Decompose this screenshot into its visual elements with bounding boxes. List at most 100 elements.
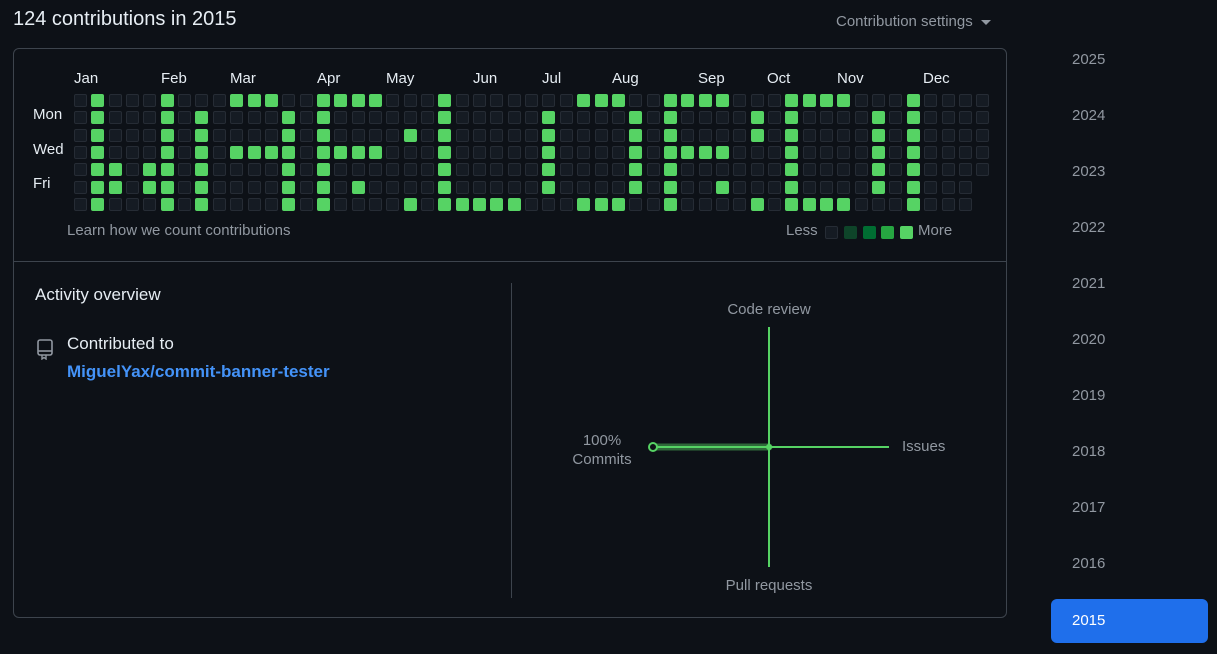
contribution-day[interactable] — [803, 111, 816, 124]
contribution-day[interactable] — [490, 129, 503, 142]
contribution-day[interactable] — [664, 94, 677, 107]
contribution-day[interactable] — [629, 198, 642, 211]
contribution-day[interactable] — [508, 129, 521, 142]
contribution-day[interactable] — [195, 198, 208, 211]
contribution-day[interactable] — [456, 146, 469, 159]
contribution-settings-dropdown[interactable]: Contribution settings — [836, 12, 991, 32]
contribution-day[interactable] — [421, 111, 434, 124]
contribution-day[interactable] — [577, 146, 590, 159]
contribution-day[interactable] — [664, 198, 677, 211]
contribution-day[interactable] — [317, 111, 330, 124]
contribution-day[interactable] — [837, 181, 850, 194]
contribution-day[interactable] — [560, 198, 573, 211]
contribution-day[interactable] — [456, 198, 469, 211]
contribution-day[interactable] — [282, 163, 295, 176]
contribution-day[interactable] — [230, 94, 243, 107]
contribution-day[interactable] — [889, 198, 902, 211]
contribution-day[interactable] — [91, 94, 104, 107]
contribution-day[interactable] — [404, 181, 417, 194]
contribution-day[interactable] — [248, 181, 261, 194]
contribution-day[interactable] — [664, 111, 677, 124]
contribution-day[interactable] — [248, 94, 261, 107]
contribution-day[interactable] — [230, 163, 243, 176]
contribution-day[interactable] — [473, 94, 486, 107]
contribution-day[interactable] — [195, 94, 208, 107]
contribution-day[interactable] — [785, 94, 798, 107]
contribution-day[interactable] — [699, 94, 712, 107]
contribution-day[interactable] — [976, 129, 989, 142]
contribution-day[interactable] — [872, 129, 885, 142]
contribution-day[interactable] — [889, 129, 902, 142]
contribution-day[interactable] — [889, 94, 902, 107]
year-link-2015[interactable]: 2015 — [1051, 599, 1208, 643]
contribution-day[interactable] — [612, 181, 625, 194]
contribution-day[interactable] — [282, 181, 295, 194]
contribution-day[interactable] — [647, 181, 660, 194]
contribution-day[interactable] — [248, 163, 261, 176]
contribution-day[interactable] — [213, 94, 226, 107]
year-link-2025[interactable]: 2025 — [1072, 51, 1106, 68]
contribution-day[interactable] — [855, 111, 868, 124]
contribution-day[interactable] — [751, 94, 764, 107]
contribution-day[interactable] — [577, 94, 590, 107]
contribution-day[interactable] — [820, 198, 833, 211]
contribution-day[interactable] — [612, 198, 625, 211]
contribution-day[interactable] — [525, 129, 538, 142]
contribution-day[interactable] — [855, 94, 868, 107]
contribution-day[interactable] — [438, 146, 451, 159]
contribution-day[interactable] — [404, 163, 417, 176]
contribution-day[interactable] — [456, 181, 469, 194]
contribution-day[interactable] — [386, 94, 399, 107]
contribution-day[interactable] — [785, 198, 798, 211]
contribution-day[interactable] — [508, 94, 521, 107]
contribution-day[interactable] — [352, 163, 365, 176]
contribution-day[interactable] — [265, 94, 278, 107]
contribution-day[interactable] — [178, 94, 191, 107]
contribution-day[interactable] — [699, 146, 712, 159]
contribution-day[interactable] — [820, 94, 833, 107]
contribution-day[interactable] — [178, 146, 191, 159]
contribution-day[interactable] — [265, 163, 278, 176]
contribution-day[interactable] — [612, 163, 625, 176]
contribution-day[interactable] — [872, 163, 885, 176]
contribution-day[interactable] — [647, 163, 660, 176]
contribution-day[interactable] — [647, 198, 660, 211]
contribution-day[interactable] — [248, 129, 261, 142]
contribution-day[interactable] — [976, 163, 989, 176]
contribution-day[interactable] — [733, 198, 746, 211]
contribution-day[interactable] — [143, 111, 156, 124]
contribution-day[interactable] — [456, 94, 469, 107]
contribution-day[interactable] — [404, 94, 417, 107]
contribution-day[interactable] — [525, 146, 538, 159]
contribution-day[interactable] — [751, 146, 764, 159]
contribution-day[interactable] — [716, 94, 729, 107]
contribution-day[interactable] — [629, 146, 642, 159]
contribution-day[interactable] — [490, 111, 503, 124]
contribution-day[interactable] — [300, 181, 313, 194]
contribution-day[interactable] — [143, 94, 156, 107]
contribution-day[interactable] — [91, 163, 104, 176]
contribution-day[interactable] — [143, 163, 156, 176]
contribution-day[interactable] — [300, 94, 313, 107]
contribution-day[interactable] — [473, 111, 486, 124]
contribution-day[interactable] — [542, 163, 555, 176]
contribution-day[interactable] — [178, 129, 191, 142]
contribution-day[interactable] — [699, 181, 712, 194]
contribution-day[interactable] — [404, 198, 417, 211]
contribution-day[interactable] — [265, 181, 278, 194]
contribution-day[interactable] — [647, 129, 660, 142]
contribution-day[interactable] — [317, 198, 330, 211]
contribution-day[interactable] — [126, 163, 139, 176]
contribution-day[interactable] — [681, 94, 694, 107]
contribution-day[interactable] — [889, 181, 902, 194]
contribution-day[interactable] — [91, 146, 104, 159]
contribution-day[interactable] — [577, 163, 590, 176]
contribution-day[interactable] — [785, 129, 798, 142]
contribution-day[interactable] — [74, 181, 87, 194]
contribution-day[interactable] — [265, 129, 278, 142]
contribution-day[interactable] — [768, 198, 781, 211]
contribution-day[interactable] — [300, 129, 313, 142]
contribution-day[interactable] — [525, 111, 538, 124]
contribution-day[interactable] — [942, 181, 955, 194]
contribution-day[interactable] — [352, 198, 365, 211]
